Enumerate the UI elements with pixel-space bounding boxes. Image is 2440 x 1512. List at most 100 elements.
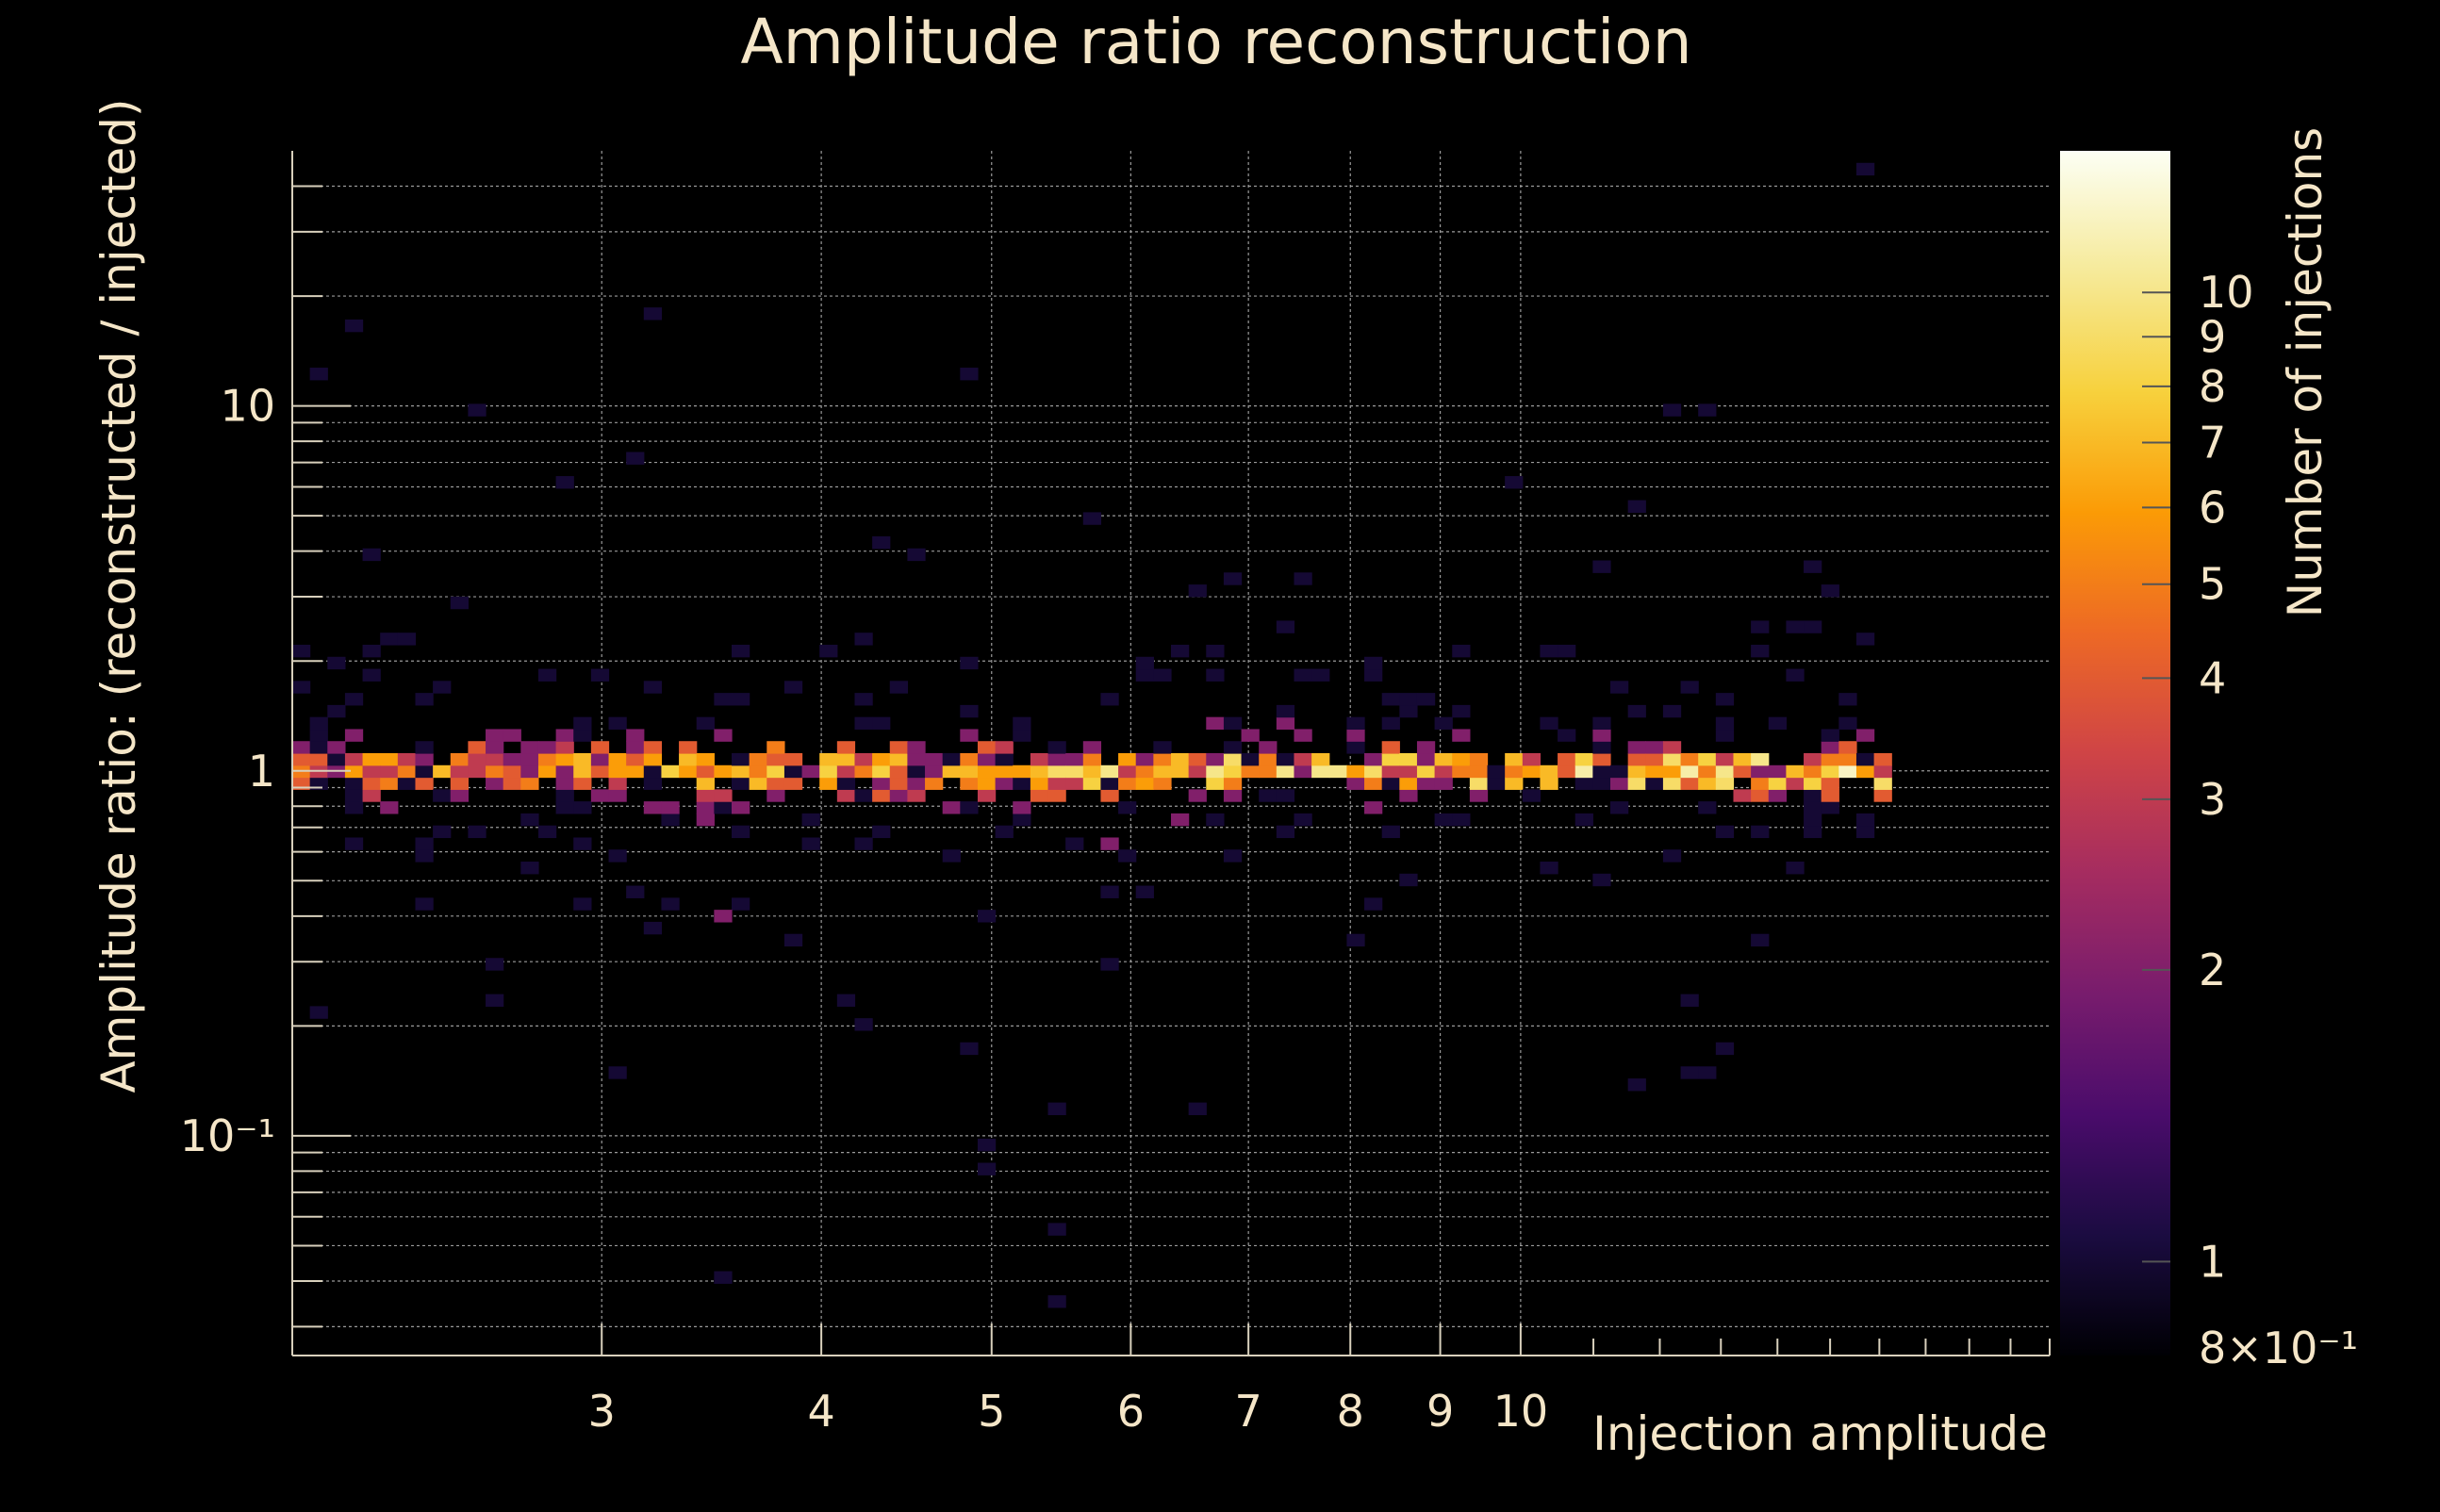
heatmap-cell	[1715, 729, 1735, 742]
heatmap-cell	[1118, 849, 1137, 863]
heatmap-cell	[783, 933, 803, 947]
heatmap-cell	[767, 789, 785, 802]
heatmap-point	[1505, 476, 1524, 489]
heatmap-cell	[732, 764, 750, 779]
heatmap-cell	[450, 753, 469, 766]
heatmap-cell	[1047, 777, 1066, 790]
heatmap-cell	[643, 741, 663, 754]
heatmap-cell	[1469, 753, 1489, 766]
heatmap-cell	[362, 668, 381, 682]
heatmap-cell	[696, 753, 715, 766]
heatmap-cell	[1416, 741, 1436, 754]
heatmap-cell	[854, 789, 873, 802]
heatmap-cell	[1381, 716, 1400, 731]
heatmap-cell	[537, 825, 557, 839]
heatmap-cell	[907, 753, 926, 766]
heatmap-cell	[889, 764, 908, 779]
heatmap-cell	[995, 741, 1014, 754]
x-tick-label: 7	[1235, 1386, 1262, 1437]
heatmap-cell	[643, 777, 663, 790]
heatmap-cell	[977, 777, 997, 790]
heatmap-cell	[1100, 837, 1119, 850]
heatmap-cell	[1821, 753, 1839, 766]
heatmap-cell	[1206, 716, 1225, 731]
heatmap-cell	[1804, 777, 1822, 790]
heatmap-cell	[1100, 764, 1119, 779]
heatmap-cell	[1680, 994, 1699, 1007]
heatmap-cell	[1733, 789, 1752, 802]
heatmap-cell	[573, 897, 592, 911]
heatmap-cell	[1346, 729, 1365, 742]
heatmap-cell	[854, 753, 873, 766]
heatmap-cell	[960, 777, 979, 790]
heatmap-cell	[1416, 693, 1436, 706]
heatmap-cell	[1505, 777, 1524, 790]
heatmap-cell	[1223, 849, 1243, 863]
heatmap-cell	[1364, 764, 1383, 779]
heatmap-cell	[872, 716, 891, 731]
heatmap-cell	[1574, 777, 1593, 790]
heatmap-cell	[1680, 753, 1699, 766]
heatmap-cell	[767, 753, 785, 766]
heatmap-cell	[573, 729, 592, 742]
heatmap-cell	[608, 764, 627, 779]
heatmap-cell	[362, 644, 381, 658]
heatmap-cell	[925, 777, 944, 790]
heatmap-cell	[415, 897, 434, 911]
heatmap-cell	[1030, 777, 1049, 790]
heatmap-cell	[1118, 777, 1137, 790]
heatmap-cell	[1838, 693, 1857, 706]
heatmap-cell	[1452, 704, 1471, 718]
heatmap-cell	[1821, 741, 1839, 754]
x-tick-label: 10	[1493, 1386, 1549, 1437]
heatmap-cell	[1592, 873, 1611, 887]
heatmap-cell	[555, 764, 574, 779]
heatmap-cell	[1804, 813, 1822, 827]
heatmap-cell	[1276, 620, 1295, 633]
heatmap-point	[854, 1018, 873, 1031]
heatmap-point	[872, 535, 891, 550]
heatmap-cell	[1452, 729, 1471, 742]
heatmap-cell	[714, 801, 733, 814]
heatmap-cell	[1416, 777, 1436, 790]
heatmap-cell	[590, 789, 610, 802]
heatmap-cell	[872, 777, 891, 790]
heatmap-point	[1698, 403, 1717, 417]
heatmap-cell	[1540, 716, 1558, 731]
heatmap-cell	[732, 693, 750, 706]
heatmap-cell	[1346, 777, 1365, 790]
heatmap-point	[714, 910, 733, 923]
heatmap-cell	[1558, 753, 1576, 766]
color-scale-tick-label: 3	[2199, 774, 2226, 825]
heatmap-cell	[1223, 753, 1243, 766]
heatmap-cell	[732, 753, 750, 766]
heatmap-cell	[1206, 764, 1225, 779]
heatmap-cell	[696, 764, 715, 779]
heatmap-cell	[1540, 644, 1558, 658]
heatmap-cell	[1100, 693, 1119, 706]
heatmap-cell	[327, 704, 346, 718]
heatmap-cell	[1645, 777, 1664, 790]
heatmap-cell	[415, 777, 434, 790]
heatmap-cell	[486, 741, 504, 754]
heatmap-cell	[696, 777, 715, 790]
heatmap-cell	[1135, 753, 1154, 766]
heatmap-cell	[942, 801, 961, 814]
heatmap-cell	[679, 753, 698, 766]
heatmap-cell	[309, 741, 328, 754]
heatmap-cell	[1118, 764, 1137, 779]
heatmap-point	[1082, 512, 1102, 525]
heatmap-cell	[626, 764, 645, 779]
heatmap-cell	[661, 813, 680, 827]
heatmap-cell	[520, 753, 539, 766]
heatmap-cell	[889, 681, 908, 694]
heatmap-cell	[1118, 753, 1137, 766]
heatmap-cell	[749, 764, 767, 779]
heatmap-cell	[1751, 789, 1770, 802]
heatmap-cell	[537, 741, 557, 754]
heatmap-cell	[1522, 764, 1541, 779]
heatmap-cell	[344, 753, 364, 766]
heatmap-cell	[907, 789, 926, 802]
heatmap-cell	[1873, 777, 1892, 790]
